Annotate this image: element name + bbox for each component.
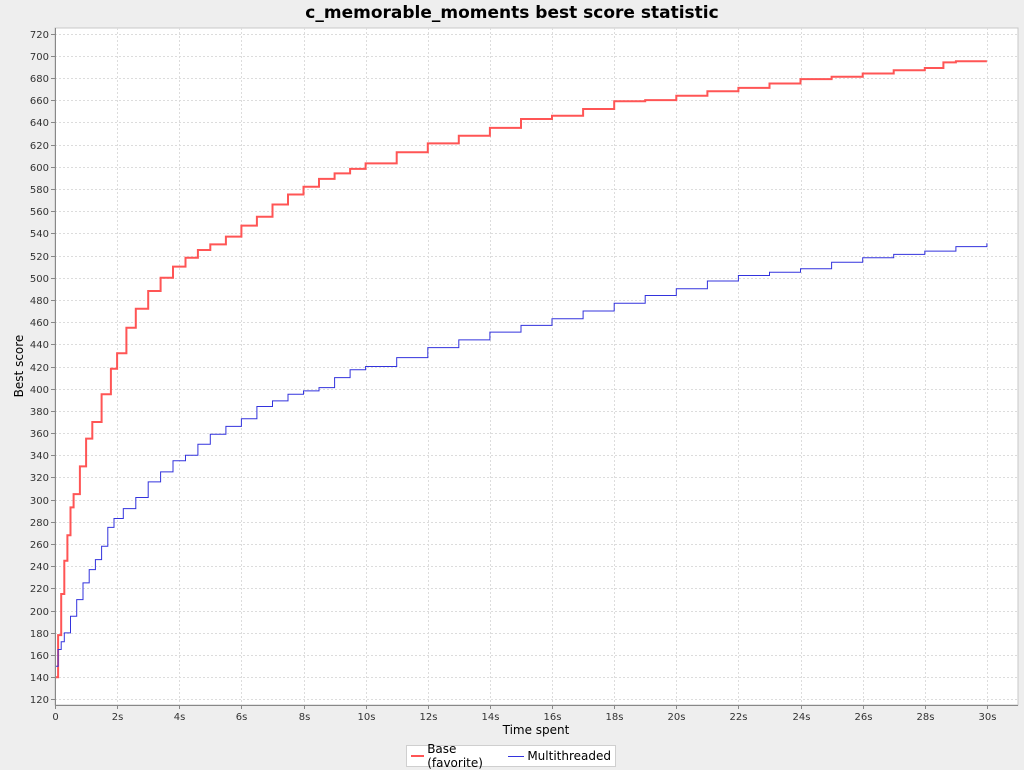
legend-swatch-base (411, 755, 425, 757)
x-tick-label: 10s (358, 712, 376, 723)
y-tick-label: 140 (30, 673, 49, 684)
y-axis-label: Best score (12, 335, 26, 398)
y-tick-label: 580 (30, 185, 49, 196)
x-tick-label: 20s (668, 712, 686, 723)
x-tick-label: 22s (730, 712, 748, 723)
y-tick-label: 280 (30, 518, 49, 529)
y-tick-label: 240 (30, 562, 49, 573)
y-tick-label: 460 (30, 318, 49, 329)
x-tick-label: 26s (855, 712, 873, 723)
y-tick-label: 720 (30, 30, 49, 41)
x-tick-label: 2s (112, 712, 124, 723)
y-tick-label: 660 (30, 96, 49, 107)
y-tick-label: 520 (30, 252, 49, 263)
legend-item-base: Base (favorite) (411, 742, 500, 770)
y-tick-label: 440 (30, 340, 49, 351)
plot-area (54, 27, 1019, 706)
legend-label-base: Base (favorite) (427, 742, 483, 770)
y-tick-label: 300 (30, 496, 49, 507)
x-tick-label: 12s (420, 712, 438, 723)
y-tick-label: 160 (30, 651, 49, 662)
x-tick-label: 6s (236, 712, 248, 723)
y-tick-label: 620 (30, 141, 49, 152)
legend-item-multithreaded: Multithreaded (508, 749, 611, 763)
series-layer (55, 60, 988, 679)
y-tick-label: 640 (30, 118, 49, 129)
y-tick-label: 320 (30, 473, 49, 484)
x-tick-label: 0 (52, 712, 58, 723)
series-line-base (55, 60, 987, 679)
y-tick-label: 120 (30, 695, 49, 706)
x-ticks: 0 2s 4s 6s 8s 10s 12s 14s 16s 18s 20s 22s 24s 26s 28s 3… (52, 705, 996, 723)
x-tick-label: 16s (544, 712, 562, 723)
x-tick-label: 14s (482, 712, 500, 723)
y-tick-label: 540 (30, 229, 49, 240)
x-tick-label: 24s (793, 712, 811, 723)
y-tick-label: 500 (30, 274, 49, 285)
y-ticks: 120 140 160 180 200 220 240 260 280 300 320 340 360 3… (30, 30, 55, 706)
x-tick-label: 4s (174, 712, 186, 723)
series-line-multithreaded (55, 243, 988, 667)
x-tick-label: 18s (606, 712, 624, 723)
legend-label-multithreaded: Multithreaded (527, 749, 611, 763)
y-tick-label: 600 (30, 163, 49, 174)
y-tick-label: 340 (30, 451, 49, 462)
y-tick-label: 260 (30, 540, 49, 551)
x-tick-label: 28s (917, 712, 935, 723)
x-tick-label: 30s (979, 712, 997, 723)
y-tick-label: 380 (30, 407, 49, 418)
grid-lines (55, 28, 1018, 705)
y-tick-label: 220 (30, 584, 49, 595)
y-tick-label: 400 (30, 385, 49, 396)
y-tick-label: 360 (30, 429, 49, 440)
y-tick-label: 700 (30, 52, 49, 63)
legend: Base (favorite) Multithreaded (406, 742, 616, 770)
y-tick-label: 480 (30, 296, 49, 307)
y-tick-label: 680 (30, 74, 49, 85)
y-tick-label: 560 (30, 207, 49, 218)
x-tick-label: 8s (299, 712, 311, 723)
y-tick-label: 200 (30, 607, 49, 618)
axes (55, 28, 1018, 706)
y-tick-label: 420 (30, 363, 49, 374)
x-axis-label: Time spent (502, 723, 570, 737)
y-tick-label: 180 (30, 629, 49, 640)
chart-title: c_memorable_moments best score statistic (305, 3, 718, 23)
legend-swatch-multithreaded (508, 755, 525, 757)
